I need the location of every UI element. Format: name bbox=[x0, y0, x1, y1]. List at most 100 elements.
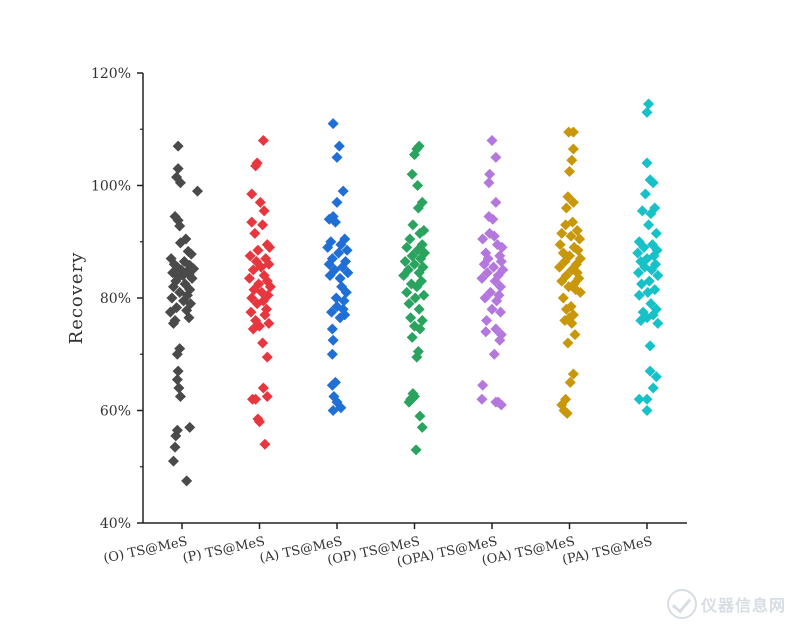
data-point bbox=[331, 196, 343, 208]
x-tick-label: (PA) TS@MeS bbox=[561, 534, 654, 568]
data-point bbox=[477, 233, 489, 245]
y-axis: 40% 60% 80% 100% 120% bbox=[91, 66, 144, 532]
data-point bbox=[574, 233, 586, 245]
data-point bbox=[494, 334, 506, 346]
data-point bbox=[490, 151, 502, 163]
data-point bbox=[340, 286, 352, 298]
data-point bbox=[644, 340, 656, 352]
data-point bbox=[488, 230, 500, 242]
data-point bbox=[566, 154, 578, 166]
y-tick-label: 100% bbox=[91, 179, 131, 195]
data-point bbox=[334, 272, 346, 284]
data-point bbox=[250, 160, 262, 172]
data-point bbox=[561, 407, 573, 419]
data-point bbox=[414, 227, 426, 239]
data-point bbox=[574, 286, 586, 298]
data-point bbox=[167, 317, 179, 329]
data-point bbox=[264, 241, 276, 253]
data-point bbox=[342, 267, 354, 279]
data-point bbox=[491, 295, 503, 307]
data-point bbox=[172, 163, 184, 175]
data-point bbox=[244, 250, 256, 262]
data-point bbox=[643, 219, 655, 231]
data-point bbox=[495, 306, 507, 318]
data-point bbox=[326, 306, 338, 318]
data-point bbox=[636, 205, 648, 217]
data-point bbox=[192, 185, 203, 197]
data-point bbox=[495, 399, 507, 411]
data-point bbox=[334, 312, 346, 324]
data-point bbox=[335, 239, 347, 251]
data-point bbox=[556, 227, 568, 239]
data-point bbox=[632, 247, 644, 259]
data-point bbox=[255, 261, 267, 273]
data-point bbox=[635, 315, 647, 326]
data-point bbox=[257, 382, 269, 394]
data-point bbox=[565, 230, 577, 242]
data-point bbox=[490, 323, 502, 335]
data-point bbox=[261, 351, 273, 363]
data-point bbox=[246, 292, 258, 304]
data-point bbox=[641, 157, 653, 169]
data-point bbox=[566, 317, 578, 329]
data-point bbox=[636, 278, 648, 290]
data-point bbox=[185, 248, 197, 260]
data-point bbox=[406, 250, 418, 262]
data-point bbox=[564, 376, 576, 388]
data-point bbox=[562, 191, 574, 203]
data-point bbox=[564, 165, 575, 177]
data-point bbox=[488, 348, 500, 360]
y-tick-label: 80% bbox=[100, 291, 131, 307]
data-point bbox=[481, 267, 493, 279]
data-point bbox=[257, 337, 269, 349]
data-point bbox=[331, 151, 343, 163]
watermark-logo: 仪器信息网 bbox=[666, 589, 786, 619]
data-point bbox=[645, 298, 657, 310]
data-point bbox=[476, 272, 488, 284]
watermark-text: 仪器信息网 bbox=[700, 596, 786, 615]
data-point bbox=[326, 379, 338, 391]
data-point bbox=[403, 298, 415, 310]
data-point bbox=[171, 348, 183, 360]
data-point bbox=[411, 281, 423, 293]
data-point bbox=[650, 371, 662, 383]
data-point bbox=[486, 303, 498, 315]
data-point bbox=[257, 219, 269, 231]
data-point bbox=[413, 303, 425, 315]
data-point bbox=[418, 289, 430, 301]
data-point bbox=[495, 255, 507, 267]
data-point bbox=[243, 272, 255, 284]
data-point bbox=[478, 258, 490, 270]
data-point bbox=[245, 306, 257, 318]
data-point bbox=[414, 410, 426, 422]
data-point bbox=[641, 405, 653, 416]
watermark-icon bbox=[666, 589, 697, 619]
data-point bbox=[554, 239, 566, 251]
data-point bbox=[246, 216, 258, 228]
data-point bbox=[257, 135, 269, 146]
y-tick-label: 40% bbox=[100, 516, 131, 532]
data-point bbox=[333, 247, 345, 259]
data-point bbox=[333, 140, 345, 152]
data-point bbox=[495, 281, 507, 293]
data-point bbox=[559, 255, 571, 267]
data-point bbox=[246, 188, 258, 200]
y-axis-title: Recovery bbox=[66, 252, 87, 345]
data-point bbox=[647, 177, 659, 189]
data-point bbox=[489, 275, 501, 287]
data-point bbox=[562, 337, 574, 349]
data-point bbox=[186, 272, 198, 284]
data-point bbox=[571, 225, 583, 236]
data-point bbox=[261, 390, 273, 402]
data-point bbox=[167, 455, 179, 467]
data-point bbox=[264, 281, 276, 293]
data-point bbox=[174, 390, 186, 402]
data-point bbox=[652, 317, 664, 329]
data-point bbox=[647, 382, 659, 394]
data-point bbox=[169, 441, 181, 453]
data-point bbox=[252, 244, 264, 256]
data-point bbox=[641, 393, 653, 405]
data-point bbox=[480, 326, 492, 338]
data-point bbox=[401, 286, 413, 298]
data-point bbox=[407, 219, 419, 231]
